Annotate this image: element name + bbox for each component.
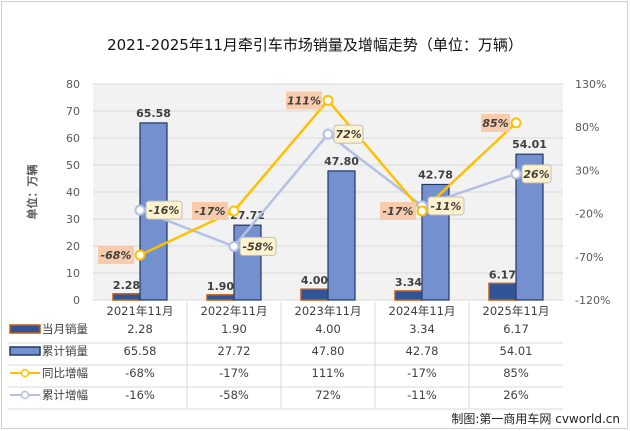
chart-title: 2021-2025年11月牵引车市场销量及增幅走势（单位：万辆） — [107, 36, 523, 54]
point-label: -68% — [101, 249, 132, 262]
point-label-box — [333, 124, 364, 144]
bar-cumulative-sales — [327, 170, 356, 301]
category-label: 2021年11月 — [107, 304, 174, 318]
y-axis-label: 单位：万辆 — [25, 165, 39, 220]
bar-monthly-sales — [112, 293, 141, 301]
bar-monthly-sales — [394, 290, 423, 301]
line-point — [228, 240, 240, 252]
point-label: 26% — [523, 168, 549, 181]
table-cell: 4.00 — [315, 322, 341, 336]
y2-tick-label: 130% — [575, 78, 606, 91]
point-label-box — [239, 236, 277, 256]
line-point — [134, 204, 146, 216]
point-label: 111% — [287, 94, 321, 107]
table-cell: 85% — [503, 366, 529, 380]
legend-marker — [20, 368, 30, 378]
table-cell: 111% — [312, 366, 345, 380]
category-label: 2022年11月 — [201, 304, 268, 318]
table-cell: 3.34 — [409, 322, 435, 336]
point-label: -11% — [431, 200, 462, 213]
data-label-monthly: 6.17 — [489, 268, 516, 281]
data-label-monthly: 3.34 — [395, 276, 422, 289]
data-label-monthly: 4.00 — [301, 274, 328, 287]
table-cell: 27.72 — [218, 344, 251, 358]
bar-monthly-sales — [488, 282, 517, 301]
data-label-cumulative: 42.78 — [418, 168, 453, 181]
data-label-monthly: 1.90 — [207, 280, 234, 293]
y-tick-label: 20 — [66, 240, 80, 253]
bar-monthly-sales — [300, 288, 329, 301]
point-label-box — [98, 246, 134, 265]
table-cell: 1.90 — [221, 322, 247, 336]
legend-swatch — [9, 346, 41, 356]
table-cell: 65.58 — [124, 344, 157, 358]
point-label-box — [145, 200, 183, 220]
point-label-box — [286, 91, 322, 110]
table-cell: 26% — [503, 388, 529, 402]
table-cell: 54.01 — [500, 344, 533, 358]
point-label: -17% — [195, 205, 226, 218]
table-cell: 2.28 — [127, 322, 153, 336]
line-point — [510, 117, 522, 129]
y-tick-label: 70 — [66, 105, 80, 118]
legend-swatch — [9, 324, 41, 334]
point-label-box — [380, 202, 416, 221]
line-point — [322, 128, 334, 140]
table-cell: -16% — [125, 388, 155, 402]
data-label-cumulative: 65.58 — [136, 107, 171, 120]
bar-cumulative-sales — [233, 224, 262, 301]
category-label: 2024年11月 — [389, 304, 456, 318]
y2-tick-label: 80% — [575, 121, 599, 134]
category-label: 2025年11月 — [483, 304, 550, 318]
y2-tick-label: -120% — [575, 294, 610, 307]
point-label-box — [521, 164, 552, 184]
line-point — [322, 94, 334, 106]
legend-marker — [20, 390, 30, 400]
table-cell: -11% — [407, 388, 437, 402]
table-cell: -17% — [407, 366, 437, 380]
table-cell: -68% — [125, 366, 155, 380]
point-label-box — [427, 196, 465, 216]
y-tick-label: 30 — [66, 213, 80, 226]
line-point — [228, 205, 240, 217]
bar-monthly-sales — [206, 294, 235, 301]
legend-label: 当月销量 — [42, 322, 88, 336]
point-label: 72% — [335, 128, 361, 141]
data-label-monthly: 2.28 — [113, 279, 140, 292]
y-tick-label: 60 — [66, 132, 80, 145]
point-label-box — [192, 202, 228, 221]
line-point — [510, 168, 522, 180]
data-label-cumulative: 54.01 — [512, 138, 547, 151]
y-tick-label: 10 — [66, 267, 80, 280]
point-label-box — [481, 113, 510, 132]
point-label: -17% — [383, 205, 414, 218]
table-cell: -58% — [219, 388, 249, 402]
table-cell: 72% — [315, 388, 341, 402]
legend-label: 累计销量 — [42, 344, 88, 358]
y-tick-label: 80 — [66, 78, 80, 91]
y2-tick-label: 30% — [575, 164, 599, 177]
table-cell: 42.78 — [406, 344, 439, 358]
line-point — [416, 205, 428, 217]
legend-label: 同比增幅 — [42, 366, 88, 380]
legend-label: 累计增幅 — [42, 388, 88, 402]
y-tick-label: 50 — [66, 159, 80, 172]
y-tick-label: 0 — [73, 294, 80, 307]
table-cell: 6.17 — [503, 322, 529, 336]
table-cell: 47.80 — [312, 344, 345, 358]
data-label-cumulative: 47.80 — [324, 155, 359, 168]
line-point — [134, 249, 146, 261]
y2-tick-label: -70% — [575, 251, 603, 264]
y-tick-label: 40 — [66, 186, 80, 199]
point-label: -16% — [149, 204, 180, 217]
y2-tick-label: -20% — [575, 208, 603, 221]
point-label: 85% — [482, 117, 508, 130]
point-label: -58% — [243, 240, 274, 253]
category-label: 2023年11月 — [295, 304, 362, 318]
credit: 制图:第一商用车网 cvworld.cn — [451, 411, 620, 426]
table-cell: -17% — [219, 366, 249, 380]
